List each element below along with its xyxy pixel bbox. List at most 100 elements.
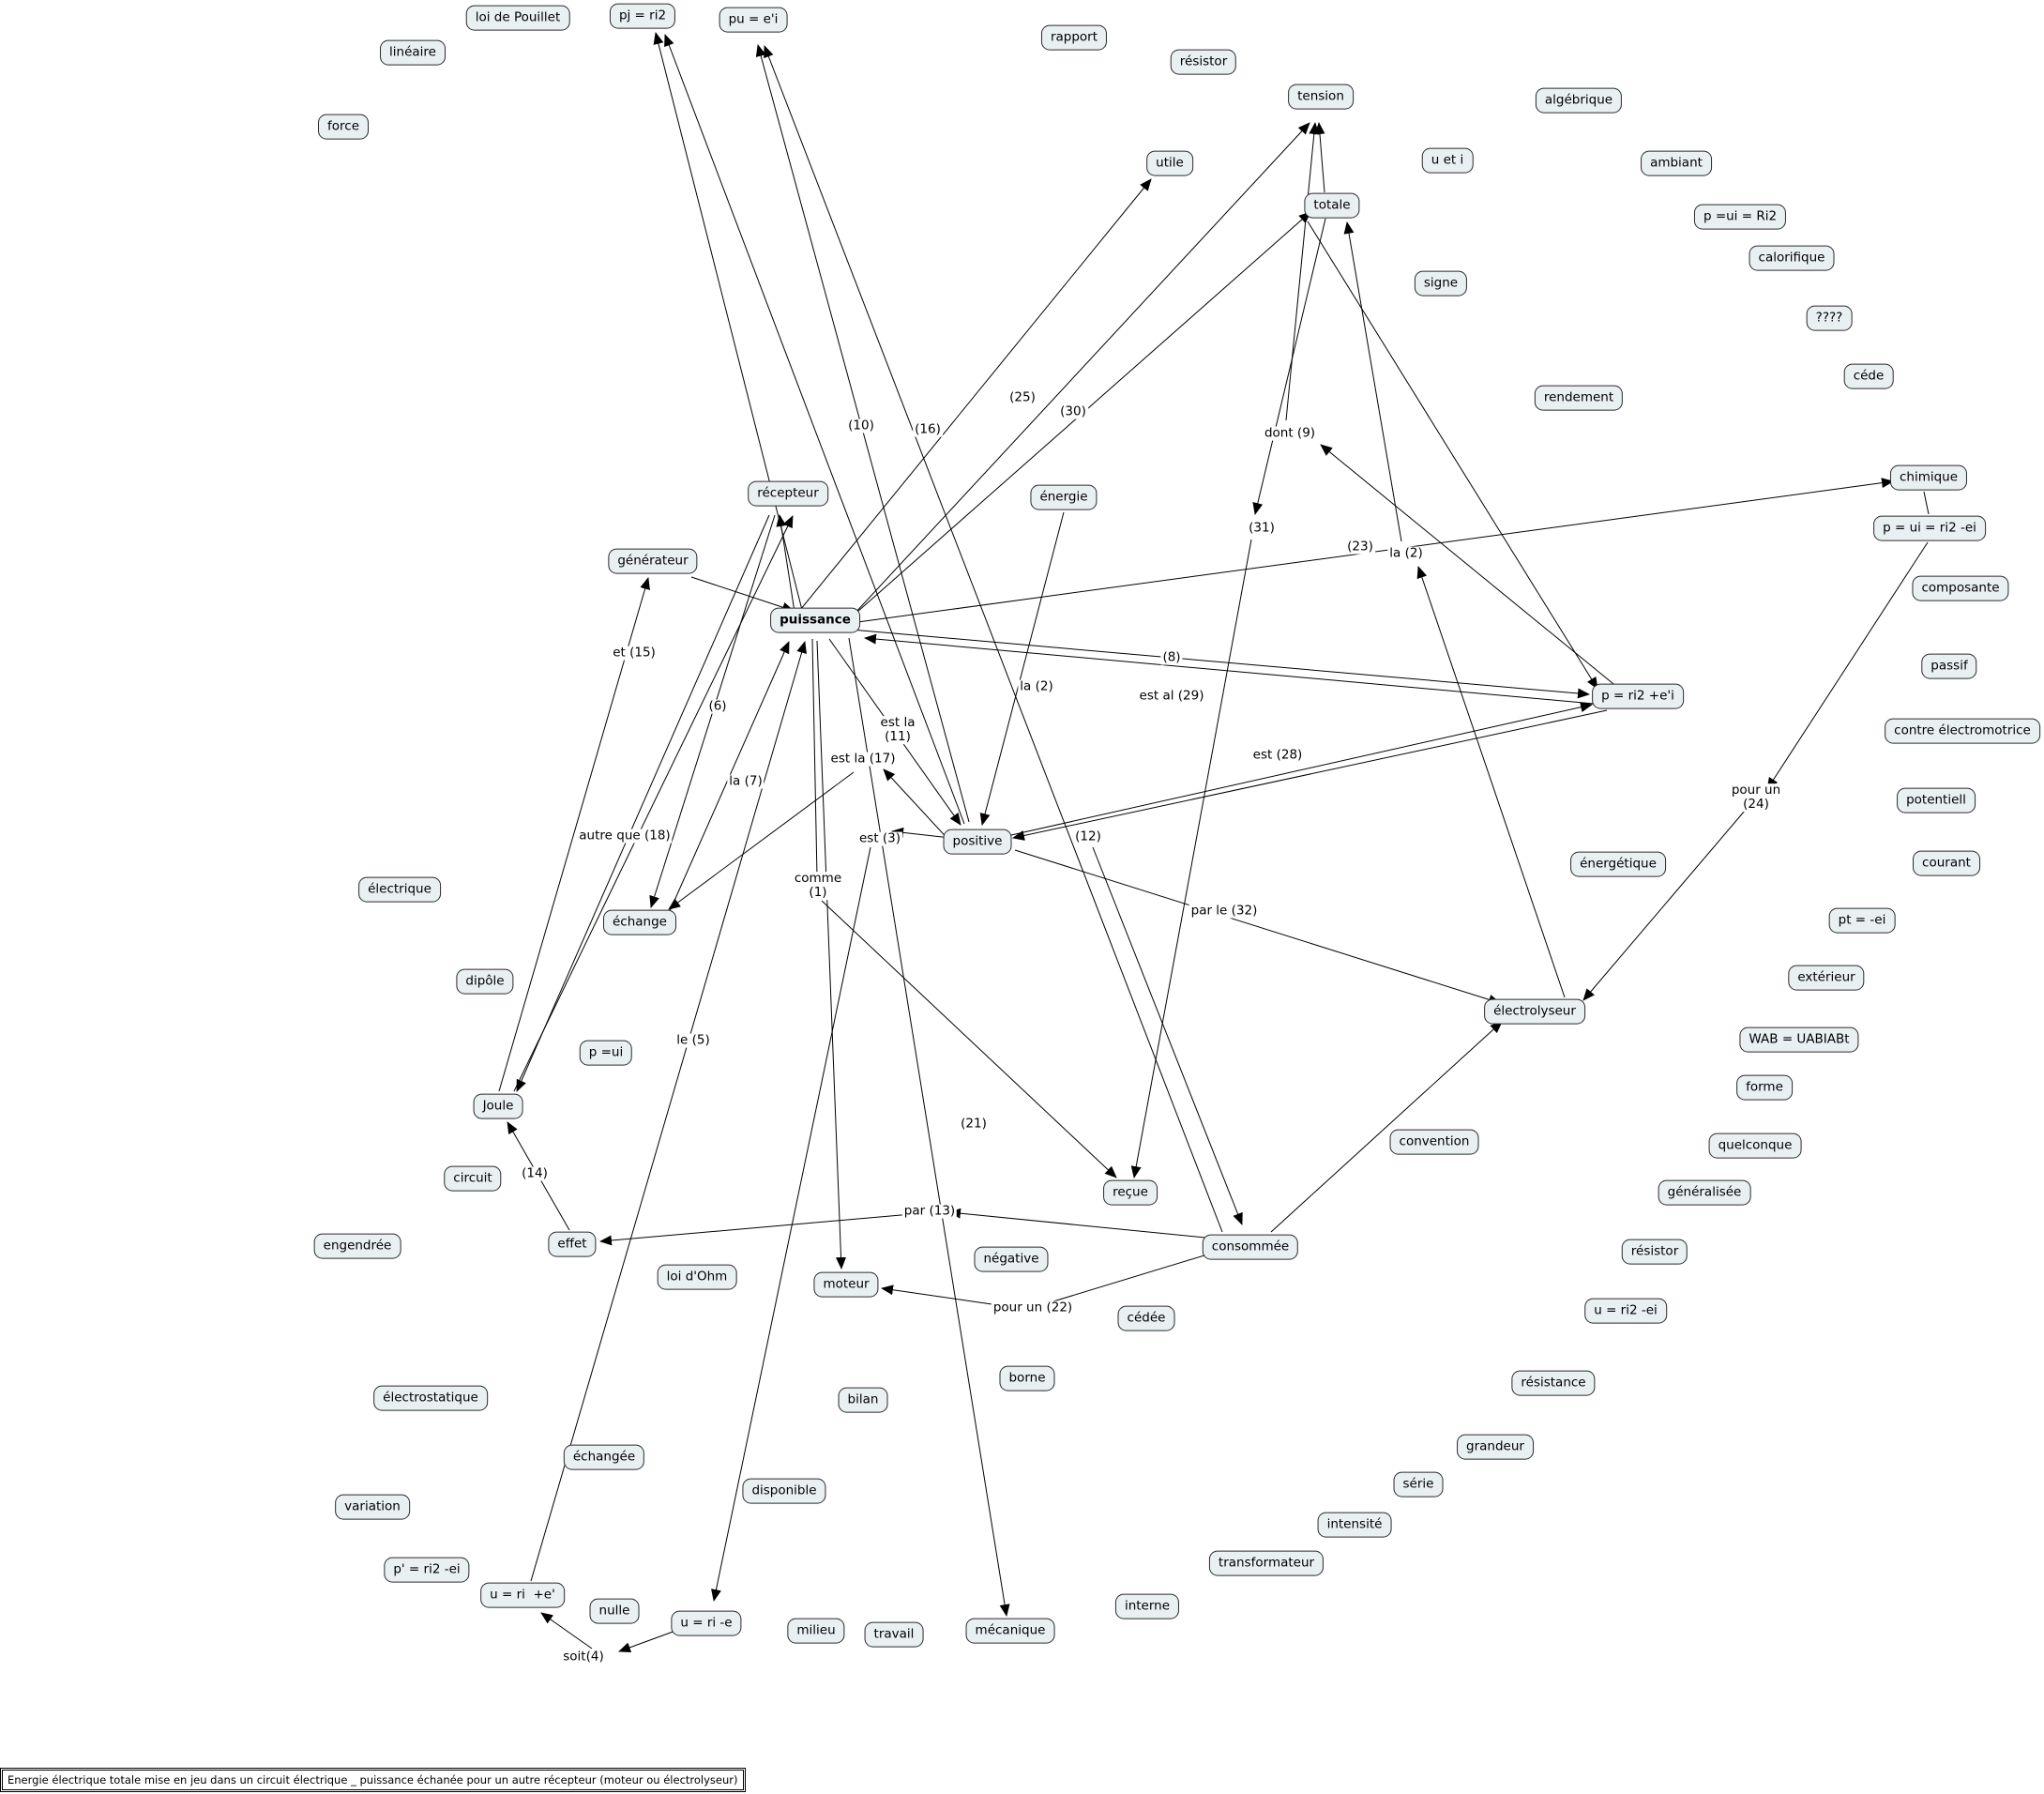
link-label-est-3[interactable]: est (3)	[856, 830, 903, 846]
concept-node-quelconque[interactable]: quelconque	[1708, 1133, 1802, 1159]
concept-node-signe[interactable]: signe	[1414, 270, 1468, 296]
concept-node-lineaire[interactable]: linéaire	[380, 39, 446, 66]
link-label-num-31[interactable]: (31)	[1247, 520, 1277, 536]
concept-node-p-ui[interactable]: p =ui	[579, 1040, 633, 1066]
concept-node-ambiant[interactable]: ambiant	[1641, 150, 1712, 176]
concept-node-engendree[interactable]: engendrée	[313, 1233, 401, 1259]
concept-node-pj-ri2[interactable]: pj = ri2	[609, 3, 676, 29]
link-label-num-21[interactable]: (21)	[959, 1116, 989, 1132]
concept-node-u-et-i[interactable]: u et i	[1421, 147, 1474, 174]
concept-node-rendement[interactable]: rendement	[1534, 385, 1624, 411]
concept-node-chimique[interactable]: chimique	[1889, 464, 1968, 491]
concept-node-algebrique[interactable]: algébrique	[1535, 87, 1623, 114]
concept-node-resistance[interactable]: résistance	[1511, 1370, 1596, 1396]
concept-node-transformateur[interactable]: transformateur	[1208, 1550, 1325, 1576]
concept-node-electrostatique[interactable]: électrostatique	[373, 1385, 488, 1411]
concept-node-interne[interactable]: interne	[1114, 1593, 1180, 1619]
link-label-num-30[interactable]: (30)	[1058, 403, 1088, 419]
concept-node-passif[interactable]: passif	[1921, 653, 1977, 679]
concept-node-potentiell[interactable]: potentiell	[1897, 787, 1976, 813]
concept-node-wab[interactable]: WAB = UABIABt	[1739, 1026, 1859, 1053]
concept-node-resistor-haut[interactable]: résistor	[1170, 49, 1237, 75]
concept-node-u-ri2-ei[interactable]: u = ri2 -ei	[1584, 1298, 1667, 1324]
concept-node-recue[interactable]: reçue	[1103, 1179, 1158, 1206]
concept-node-travail[interactable]: travail	[864, 1621, 924, 1648]
concept-node-pu-ei[interactable]: pu = e'i	[719, 7, 788, 33]
link-label-la-2-a[interactable]: la (2)	[1018, 678, 1055, 694]
link-label-autre-que-18[interactable]: autre que (18)	[577, 828, 673, 844]
concept-node-borne[interactable]: borne	[999, 1365, 1055, 1391]
concept-node-p-ui-ri2-ei[interactable]: p = ui = ri2 -ei	[1873, 515, 1986, 541]
link-label-num-25[interactable]: (25)	[1007, 389, 1037, 405]
link-label-la-2-b[interactable]: la (2)	[1387, 545, 1425, 561]
link-label-le-5[interactable]: le (5)	[674, 1032, 712, 1048]
concept-node-totale[interactable]: totale	[1304, 192, 1360, 219]
concept-node-tension[interactable]: tension	[1288, 84, 1354, 110]
concept-node-u-ri-plus-e[interactable]: u = ri +e'	[480, 1582, 565, 1608]
concept-node-loi-de-pouillet[interactable]: loi de Pouillet	[465, 5, 570, 31]
concept-node-negative[interactable]: négative	[974, 1246, 1049, 1272]
concept-node-inconnu[interactable]: ????	[1806, 305, 1853, 331]
concept-node-cede[interactable]: céde	[1843, 363, 1894, 389]
concept-node-resistor-bas[interactable]: résistor	[1621, 1239, 1688, 1265]
concept-node-serie[interactable]: série	[1393, 1471, 1444, 1498]
link-label-dont-9[interactable]: dont (9)	[1262, 425, 1318, 441]
link-label-num-14[interactable]: (14)	[520, 1165, 550, 1181]
concept-node-consommee[interactable]: consommée	[1202, 1234, 1299, 1260]
concept-node-courant[interactable]: courant	[1913, 850, 1980, 876]
concept-node-recepteur[interactable]: récepteur	[748, 480, 828, 507]
link-label-soit-4[interactable]: soit(4)	[561, 1649, 606, 1665]
link-label-num-8[interactable]: (8)	[1160, 649, 1183, 665]
link-label-est-al-29[interactable]: est al (29)	[1137, 688, 1206, 704]
concept-node-electrique[interactable]: électrique	[358, 876, 441, 903]
concept-node-u-ri-moins-e[interactable]: u = ri -e	[671, 1610, 742, 1636]
link-label-par-le-32[interactable]: par le (32)	[1189, 903, 1260, 919]
concept-node-effet[interactable]: effet	[548, 1231, 597, 1257]
concept-node-forme[interactable]: forme	[1736, 1074, 1793, 1101]
concept-node-cedee[interactable]: cédée	[1117, 1305, 1175, 1331]
concept-node-contre-electromotrice[interactable]: contre électromotrice	[1885, 718, 2040, 744]
concept-node-p-ri2-ei[interactable]: p = ri2 +e'i	[1592, 683, 1684, 709]
concept-node-positive[interactable]: positive	[943, 829, 1012, 855]
concept-node-force[interactable]: force	[318, 114, 369, 140]
concept-node-disponible[interactable]: disponible	[742, 1478, 826, 1504]
link-label-num-12[interactable]: (12)	[1073, 829, 1103, 844]
concept-node-generateur[interactable]: générateur	[608, 548, 698, 574]
concept-node-echange[interactable]: échange	[603, 909, 676, 935]
concept-node-p-prime-ri2-ei[interactable]: p' = ri2 -ei	[384, 1557, 470, 1583]
concept-node-dipole[interactable]: dipôle	[456, 968, 514, 995]
concept-node-energetique[interactable]: énergétique	[1570, 851, 1666, 877]
link-label-num-6[interactable]: (6)	[706, 698, 729, 714]
concept-node-energie[interactable]: énergie	[1030, 484, 1098, 510]
link-label-est-la-11[interactable]: est la (11)	[878, 715, 917, 744]
link-label-num-10[interactable]: (10)	[846, 418, 876, 433]
concept-node-p-ui-Ri2[interactable]: p =ui = Ri2	[1693, 204, 1787, 230]
link-label-num-16[interactable]: (16)	[913, 421, 943, 437]
concept-node-nulle[interactable]: nulle	[589, 1598, 640, 1624]
link-label-pour-un-24[interactable]: pour un (24)	[1729, 783, 1783, 812]
concept-node-puissance[interactable]: puissance	[770, 607, 860, 633]
link-label-la-7[interactable]: la (7)	[727, 773, 765, 789]
concept-node-variation[interactable]: variation	[335, 1494, 410, 1520]
link-label-comme-1[interactable]: comme (1)	[792, 871, 844, 900]
concept-node-circuit[interactable]: circuit	[444, 1165, 502, 1192]
concept-node-convention[interactable]: convention	[1389, 1129, 1479, 1155]
concept-node-utile[interactable]: utile	[1146, 150, 1193, 176]
concept-node-mecanique[interactable]: mécanique	[965, 1618, 1055, 1644]
concept-node-pt-ei[interactable]: pt = -ei	[1828, 907, 1896, 934]
concept-node-rapport[interactable]: rapport	[1040, 24, 1108, 51]
link-label-par-13[interactable]: par (13)	[901, 1203, 958, 1219]
link-label-et-15[interactable]: et (15)	[611, 645, 658, 661]
concept-node-milieu[interactable]: milieu	[787, 1618, 845, 1644]
concept-node-grandeur[interactable]: grandeur	[1457, 1434, 1534, 1460]
concept-node-loi-d-ohm[interactable]: loi d'Ohm	[657, 1264, 737, 1290]
concept-node-electrolyseur[interactable]: électrolyseur	[1484, 998, 1585, 1025]
concept-node-joule[interactable]: Joule	[473, 1093, 523, 1119]
concept-node-echangee[interactable]: échangée	[563, 1444, 645, 1470]
concept-node-generalisee[interactable]: généralisée	[1658, 1179, 1751, 1206]
link-label-est-28[interactable]: est (28)	[1250, 747, 1305, 763]
link-label-est-la-17[interactable]: est la (17)	[828, 751, 898, 767]
concept-node-calorifique[interactable]: calorifique	[1749, 245, 1835, 271]
link-label-pour-un-22[interactable]: pour un (22)	[991, 1300, 1075, 1315]
concept-node-intensite[interactable]: intensité	[1317, 1512, 1392, 1538]
